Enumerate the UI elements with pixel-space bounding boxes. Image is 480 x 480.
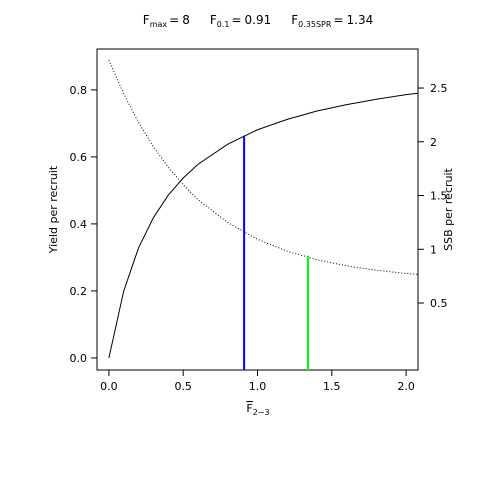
title-relation: = <box>231 13 241 27</box>
x-axis-label: F2−3 <box>246 402 269 417</box>
y-tick-label: 0.4 <box>70 218 88 231</box>
title-relation: = <box>169 13 179 27</box>
data-line <box>108 59 419 275</box>
x-tick-label: 1.5 <box>323 380 341 393</box>
y-tick-label: 0.8 <box>70 84 88 97</box>
title-value: 0.91 <box>245 13 272 27</box>
y-tick-label: 0.0 <box>70 352 88 365</box>
title-subscript: max <box>150 20 168 29</box>
y2-tick-label: 1 <box>430 243 437 256</box>
y2-tick-label: 2.5 <box>430 82 448 95</box>
x-tick-label: 0.0 <box>100 380 118 393</box>
y2-tick-label: 0.5 <box>430 297 448 310</box>
y2-tick-label: 1.5 <box>430 190 448 203</box>
x-tick-label: 2.0 <box>397 380 415 393</box>
title-relation: = <box>333 13 343 27</box>
title-symbol: F <box>291 13 298 27</box>
y-axis-label: Yield per recruit <box>47 165 60 254</box>
title-subscript: 0.35SPR <box>298 20 332 29</box>
y-tick-label: 0.2 <box>70 285 88 298</box>
y-tick-label: 0.6 <box>70 151 88 164</box>
title-value: 8 <box>182 13 190 27</box>
x-tick-label: 0.5 <box>174 380 192 393</box>
data-line <box>108 92 419 359</box>
title-value: 1.34 <box>347 13 374 27</box>
chart-title: Fmax = 8 F0.1 = 0.91 F0.35SPR = 1.34 <box>143 13 373 29</box>
title-symbol: F <box>143 13 150 27</box>
y2-tick-label: 2 <box>430 136 437 149</box>
plot-frame <box>96 48 419 371</box>
x-label-symbol: F <box>246 402 252 415</box>
x-tick-label: 1.0 <box>249 380 267 393</box>
title-subscript: 0.1 <box>217 20 230 29</box>
title-symbol: F <box>210 13 217 27</box>
x-label-subscript: 2−3 <box>253 408 270 417</box>
y2-axis-label: SSB per recruit <box>442 167 455 250</box>
